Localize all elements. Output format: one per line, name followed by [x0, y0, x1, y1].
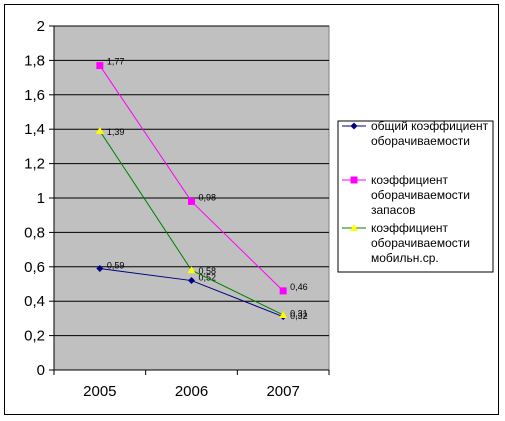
- x-tick-label: 2006: [175, 383, 208, 400]
- legend-marker: [350, 176, 358, 184]
- legend-marker: [350, 122, 358, 130]
- y-tick-label: 1,8: [24, 52, 45, 69]
- data-point: [96, 265, 104, 273]
- data-label: 0,46: [290, 282, 308, 292]
- y-tick-label: 0,6: [24, 259, 45, 276]
- legend-label: коэффициент: [371, 173, 449, 187]
- legend-label: общий коэффициент: [371, 119, 489, 133]
- chart-frame: 0 0,2 0,4 0,6 0,8 1 1,2 1,4 1,6 1,8 2 2005 2006 2007…: [4, 4, 499, 415]
- line-chart: 0 0,2 0,4 0,6 0,8 1 1,2 1,4 1,6 1,8 2 2005 2006 2007…: [24, 18, 494, 400]
- legend-label: запасов: [371, 203, 416, 217]
- legend: общий коэффициентоборачиваемостикоэффици…: [337, 119, 494, 273]
- y-tick-label: 0,2: [24, 328, 45, 345]
- legend-label: мобильн.ср.: [371, 251, 439, 265]
- y-tick-label: 0,4: [24, 293, 45, 310]
- series-2: 1,77 0,98 0,46: [96, 57, 308, 295]
- y-axis-ticks: 0 0,2 0,4 0,6 0,8 1 1,2 1,4 1,6 1,8 2: [24, 18, 54, 379]
- data-label: 1,39: [107, 127, 125, 137]
- data-point: [188, 277, 195, 285]
- data-label: 0,58: [199, 266, 217, 276]
- y-tick-label: 2: [37, 18, 45, 35]
- data-label: 0,32: [290, 311, 308, 321]
- data-point: [279, 287, 287, 295]
- data-point: [279, 310, 288, 318]
- legend-label: оборачиваемости: [371, 188, 470, 202]
- data-label: 0,98: [199, 192, 217, 202]
- y-tick-label: 1,2: [24, 156, 45, 173]
- legend-label: коэффициент: [371, 221, 449, 235]
- legend-marker: [350, 224, 358, 231]
- legend-box: [337, 120, 494, 273]
- data-label: 0,31: [290, 309, 308, 319]
- x-axis-ticks: 2005 2006 2007: [53, 370, 330, 400]
- y-tick-label: 1,4: [24, 121, 45, 138]
- y-tick-label: 1: [37, 190, 45, 207]
- legend-label: оборачиваемости: [371, 236, 470, 250]
- series-group: 0,590,520,311,770,980,461,390,580,32: [95, 57, 308, 321]
- gridlines: [54, 25, 329, 337]
- x-tick-label: 2007: [266, 383, 299, 400]
- data-label: 0,59: [107, 261, 125, 271]
- data-point: [95, 126, 104, 134]
- x-tick-label: 2005: [83, 383, 116, 400]
- data-point: [96, 62, 104, 70]
- y-tick-label: 0,8: [24, 224, 45, 241]
- series-3: 1,39 0,58 0,32: [95, 126, 308, 321]
- y-tick-label: 0: [37, 362, 45, 379]
- data-point: [187, 266, 196, 274]
- data-point: [188, 197, 195, 205]
- data-label: 1,77: [107, 57, 125, 67]
- y-tick-label: 1,6: [24, 87, 45, 104]
- legend-label: оборачиваемости: [371, 134, 470, 148]
